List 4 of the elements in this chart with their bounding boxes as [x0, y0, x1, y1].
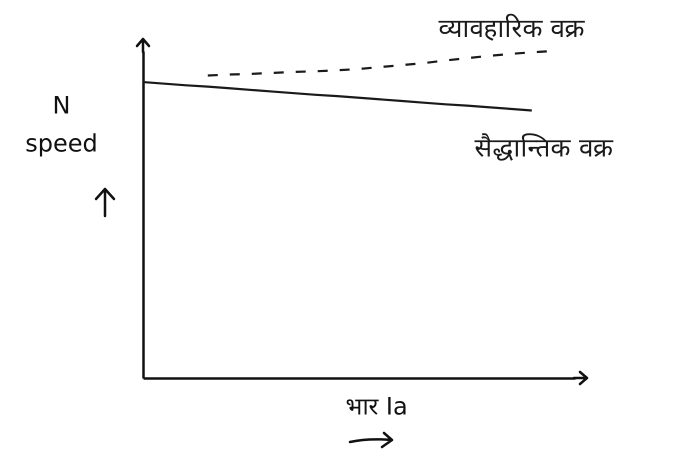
y-axis-title: N speed	[25, 92, 98, 158]
x-axis-title: भार Ia	[345, 392, 408, 420]
series-label: सैद्धान्तिक वक्र	[474, 132, 614, 164]
series-label: व्यावहारिक वक्र	[438, 13, 586, 44]
